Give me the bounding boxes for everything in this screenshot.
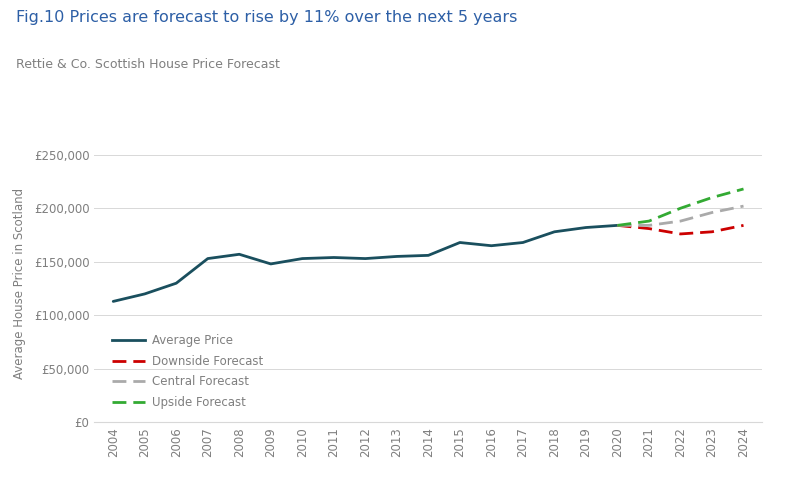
Legend: Average Price, Downside Forecast, Central Forecast, Upside Forecast: Average Price, Downside Forecast, Centra… — [107, 329, 268, 414]
Text: Fig.10 Prices are forecast to rise by 11% over the next 5 years: Fig.10 Prices are forecast to rise by 11… — [16, 10, 517, 24]
Text: Rettie & Co. Scottish House Price Forecast: Rettie & Co. Scottish House Price Foreca… — [16, 58, 280, 71]
Y-axis label: Average House Price in Scotland: Average House Price in Scotland — [13, 188, 25, 379]
